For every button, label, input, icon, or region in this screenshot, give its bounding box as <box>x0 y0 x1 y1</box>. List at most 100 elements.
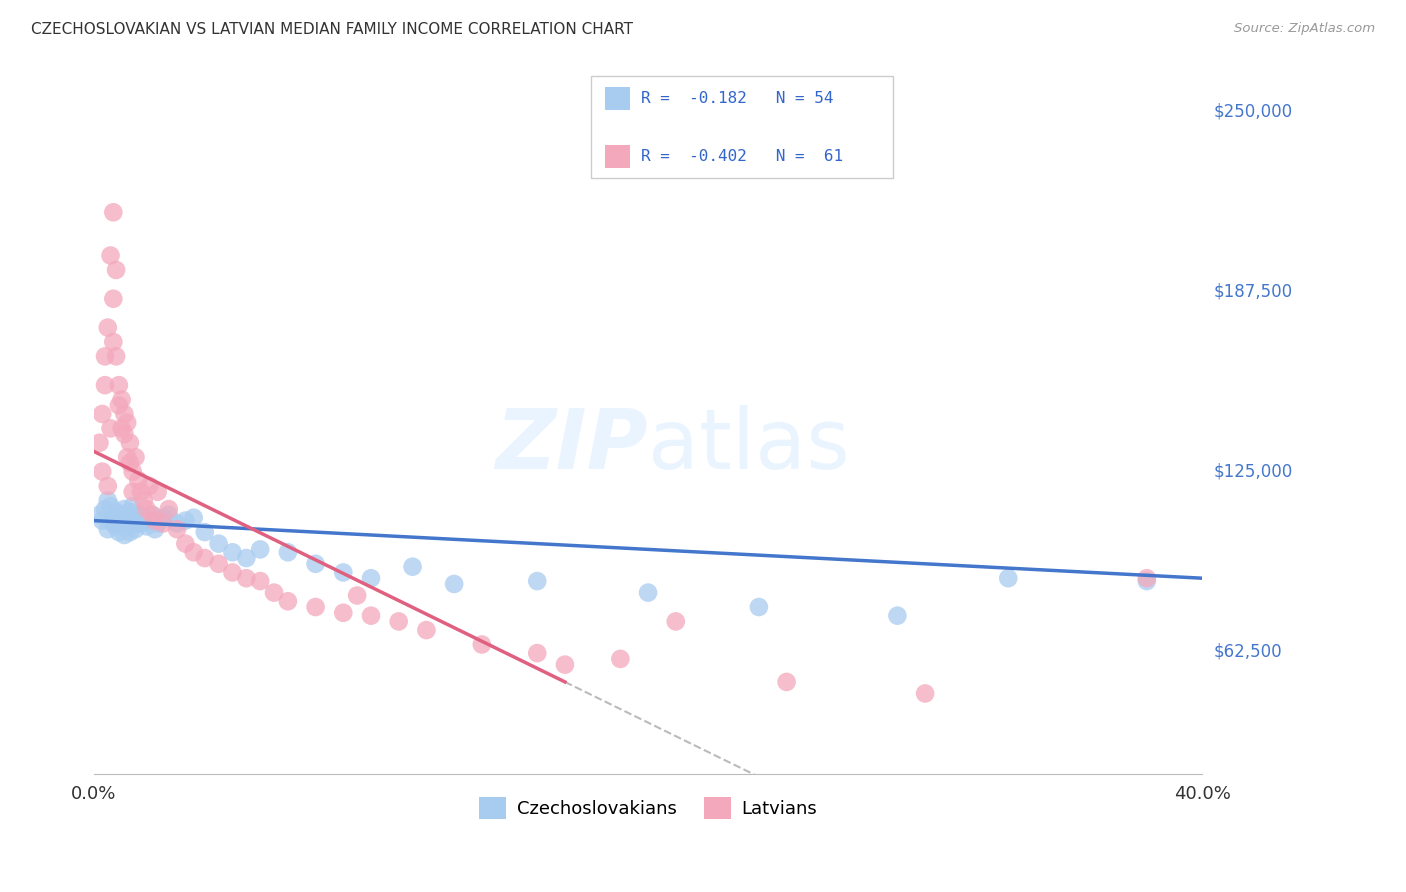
Point <box>115 450 138 465</box>
Point <box>346 589 368 603</box>
Point <box>183 510 205 524</box>
Point <box>91 514 114 528</box>
Point <box>111 508 134 522</box>
Point <box>304 600 326 615</box>
Text: atlas: atlas <box>648 405 849 486</box>
Point <box>112 502 135 516</box>
Point <box>554 657 576 672</box>
Point <box>1136 574 1159 588</box>
Point <box>108 514 131 528</box>
Point <box>249 542 271 557</box>
Point <box>1136 571 1159 585</box>
Point <box>401 559 423 574</box>
Point <box>103 334 125 349</box>
Point <box>100 248 122 262</box>
Point <box>97 479 120 493</box>
Point <box>194 525 217 540</box>
Point <box>235 571 257 585</box>
Point <box>360 608 382 623</box>
Point <box>526 646 548 660</box>
Point <box>637 585 659 599</box>
Point <box>174 514 197 528</box>
Point <box>105 350 128 364</box>
Point <box>121 516 143 531</box>
Point <box>118 505 141 519</box>
Point <box>105 519 128 533</box>
Point <box>118 435 141 450</box>
Point <box>115 416 138 430</box>
Point <box>124 522 146 536</box>
Text: $125,000: $125,000 <box>1213 463 1292 481</box>
Point <box>332 606 354 620</box>
Point <box>97 522 120 536</box>
Point <box>221 566 243 580</box>
Point <box>89 435 111 450</box>
Text: R =  -0.402   N =  61: R = -0.402 N = 61 <box>641 149 844 163</box>
Point <box>111 516 134 531</box>
Point <box>111 421 134 435</box>
Point <box>665 615 688 629</box>
Point <box>100 421 122 435</box>
Point <box>97 320 120 334</box>
Point <box>207 536 229 550</box>
Point <box>118 525 141 540</box>
Point <box>207 557 229 571</box>
Point <box>138 479 160 493</box>
Point <box>89 508 111 522</box>
Point <box>152 510 174 524</box>
Point <box>132 493 155 508</box>
Point <box>138 514 160 528</box>
Point <box>135 519 157 533</box>
Point <box>135 502 157 516</box>
Point <box>775 674 797 689</box>
Point <box>132 510 155 524</box>
Point <box>121 465 143 479</box>
Text: Source: ZipAtlas.com: Source: ZipAtlas.com <box>1234 22 1375 36</box>
Point <box>118 456 141 470</box>
Point <box>249 574 271 588</box>
Point <box>108 378 131 392</box>
Point <box>304 557 326 571</box>
Point <box>997 571 1019 585</box>
Point <box>143 514 166 528</box>
Point <box>263 585 285 599</box>
Point <box>108 398 131 412</box>
Point <box>415 623 437 637</box>
Point <box>105 263 128 277</box>
Point <box>157 502 180 516</box>
Point <box>443 577 465 591</box>
Point <box>94 350 117 364</box>
Point <box>112 427 135 442</box>
Point <box>277 594 299 608</box>
Point <box>221 545 243 559</box>
Point <box>111 392 134 407</box>
Point <box>124 514 146 528</box>
Point <box>91 465 114 479</box>
Point <box>166 516 188 531</box>
Text: CZECHOSLOVAKIAN VS LATVIAN MEDIAN FAMILY INCOME CORRELATION CHART: CZECHOSLOVAKIAN VS LATVIAN MEDIAN FAMILY… <box>31 22 633 37</box>
Point <box>360 571 382 585</box>
Point <box>129 484 152 499</box>
Point <box>100 499 122 513</box>
Point <box>91 407 114 421</box>
Point <box>471 638 494 652</box>
Point <box>332 566 354 580</box>
Point <box>115 510 138 524</box>
Point <box>94 378 117 392</box>
Point <box>121 499 143 513</box>
Point <box>103 292 125 306</box>
Point <box>388 615 411 629</box>
Text: $62,500: $62,500 <box>1213 642 1282 661</box>
Point <box>235 551 257 566</box>
Point <box>103 516 125 531</box>
Point <box>886 608 908 623</box>
Point <box>914 686 936 700</box>
Point <box>194 551 217 566</box>
Point <box>141 508 163 522</box>
Text: $187,500: $187,500 <box>1213 283 1292 301</box>
Point <box>146 484 169 499</box>
Point <box>115 519 138 533</box>
Point <box>127 508 149 522</box>
Point <box>183 545 205 559</box>
Text: $250,000: $250,000 <box>1213 103 1292 120</box>
